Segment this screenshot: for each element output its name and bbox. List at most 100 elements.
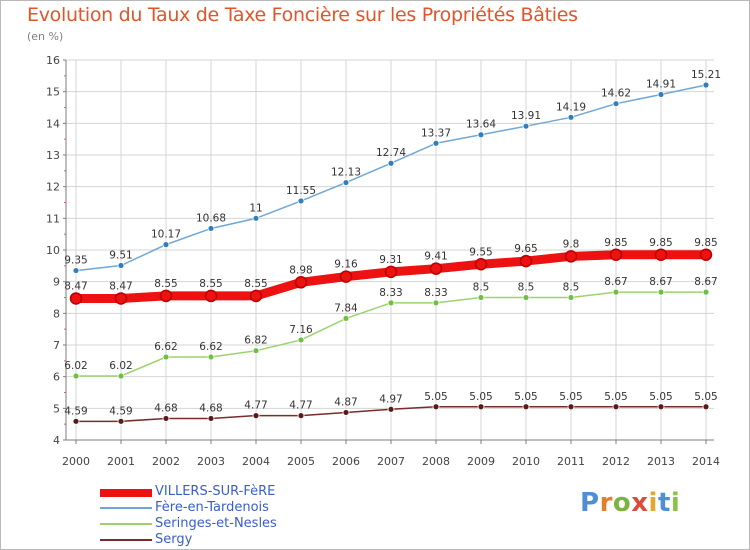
data-point bbox=[567, 113, 575, 121]
data-label: 4.87 bbox=[334, 396, 357, 408]
x-tick-label: 2000 bbox=[62, 455, 90, 468]
data-label: 8.55 bbox=[244, 278, 267, 290]
logo-letter: o bbox=[612, 488, 632, 518]
data-label: 13.64 bbox=[466, 119, 496, 131]
data-point bbox=[297, 336, 305, 344]
data-label: 8.33 bbox=[379, 287, 402, 299]
data-point bbox=[432, 139, 440, 147]
data-point bbox=[162, 353, 170, 361]
data-label: 5.05 bbox=[604, 391, 627, 403]
data-point bbox=[252, 214, 260, 222]
data-label: 8.67 bbox=[694, 276, 717, 288]
data-point bbox=[297, 197, 305, 205]
x-tick-label: 2007 bbox=[377, 455, 405, 468]
data-point bbox=[432, 299, 440, 307]
data-point bbox=[207, 225, 215, 232]
data-point bbox=[72, 372, 80, 380]
data-label: 6.82 bbox=[244, 335, 267, 347]
x-tick-label: 2003 bbox=[197, 455, 225, 468]
data-point bbox=[702, 81, 710, 89]
data-label: 8.67 bbox=[604, 276, 627, 288]
proxiti-logo: Proxiti bbox=[580, 488, 680, 518]
data-point bbox=[342, 409, 350, 416]
y-tick-label: 12 bbox=[46, 181, 60, 194]
y-tick-label: 7 bbox=[53, 339, 60, 352]
chart-subtitle: (en %) bbox=[27, 30, 64, 43]
data-label: 10.17 bbox=[151, 229, 181, 241]
legend-swatch bbox=[100, 507, 152, 509]
data-label: 9.51 bbox=[109, 250, 132, 262]
data-label: 14.91 bbox=[646, 79, 676, 91]
data-label: 4.97 bbox=[379, 393, 402, 405]
x-tick-label: 2005 bbox=[287, 455, 315, 468]
data-label: 4.59 bbox=[64, 405, 87, 417]
data-label: 4.77 bbox=[289, 400, 312, 412]
data-point bbox=[432, 403, 440, 411]
data-label: 6.62 bbox=[199, 341, 222, 353]
x-tick-label: 2014 bbox=[692, 455, 720, 468]
data-point bbox=[294, 276, 308, 289]
y-tick-label: 9 bbox=[53, 276, 60, 289]
data-point bbox=[702, 403, 710, 411]
data-point bbox=[117, 262, 125, 269]
y-tick-label: 14 bbox=[46, 117, 60, 130]
data-label: 8.55 bbox=[199, 278, 222, 290]
y-tick-label: 16 bbox=[46, 54, 60, 67]
data-point bbox=[612, 403, 620, 411]
data-point bbox=[474, 258, 488, 271]
data-point bbox=[387, 405, 395, 413]
data-point bbox=[654, 248, 668, 261]
data-label: 8.5 bbox=[518, 282, 535, 294]
data-point bbox=[477, 131, 485, 139]
data-label: 5.05 bbox=[514, 391, 537, 403]
data-point bbox=[297, 412, 305, 420]
series bbox=[69, 81, 713, 425]
y-tick-label: 8 bbox=[53, 307, 60, 320]
x-tick-label: 2004 bbox=[242, 455, 270, 468]
data-point bbox=[252, 347, 260, 355]
data-point bbox=[387, 299, 395, 307]
data-label: 9.85 bbox=[649, 237, 672, 249]
data-point bbox=[699, 248, 713, 261]
data-label: 11.55 bbox=[286, 185, 316, 197]
chart-title: Evolution du Taux de Taxe Foncière sur l… bbox=[27, 4, 578, 26]
y-tick-label: 4 bbox=[53, 434, 60, 447]
data-label: 8.47 bbox=[64, 280, 87, 292]
logo-letter: i bbox=[648, 488, 658, 518]
data-point bbox=[117, 417, 125, 425]
data-point bbox=[384, 265, 398, 279]
data-label: 8.55 bbox=[154, 278, 177, 290]
data-label: 8.67 bbox=[649, 276, 672, 288]
data-label: 8.98 bbox=[289, 264, 312, 276]
data-label: 15.21 bbox=[691, 69, 721, 81]
data-point bbox=[342, 314, 350, 322]
logo-letter: r bbox=[599, 488, 613, 518]
grid bbox=[66, 59, 714, 441]
data-point bbox=[519, 254, 533, 268]
data-point bbox=[207, 353, 215, 361]
legend-swatch bbox=[100, 523, 152, 525]
data-label: 9.8 bbox=[563, 238, 580, 250]
data-label: 8.5 bbox=[473, 282, 490, 294]
data-label: 9.55 bbox=[469, 246, 492, 258]
data-point bbox=[477, 403, 485, 411]
data-point bbox=[522, 294, 530, 301]
y-tick-label: 13 bbox=[46, 149, 60, 162]
data-point bbox=[342, 179, 350, 186]
data-point bbox=[567, 294, 575, 301]
data-label: 4.68 bbox=[199, 402, 222, 414]
data-label: 8.47 bbox=[109, 280, 132, 292]
data-point bbox=[657, 91, 665, 98]
data-point bbox=[117, 372, 125, 380]
data-point bbox=[69, 292, 83, 305]
data-label: 9.65 bbox=[514, 243, 537, 255]
y-tick-label: 10 bbox=[46, 244, 60, 257]
logo-letter: t bbox=[657, 488, 671, 518]
x-tick-label: 2010 bbox=[512, 455, 540, 468]
data-label: 7.16 bbox=[289, 324, 313, 336]
x-tick-label: 2008 bbox=[422, 455, 450, 468]
logo-letter: x bbox=[631, 488, 649, 518]
data-label: 14.19 bbox=[556, 101, 586, 113]
data-point bbox=[522, 122, 530, 130]
